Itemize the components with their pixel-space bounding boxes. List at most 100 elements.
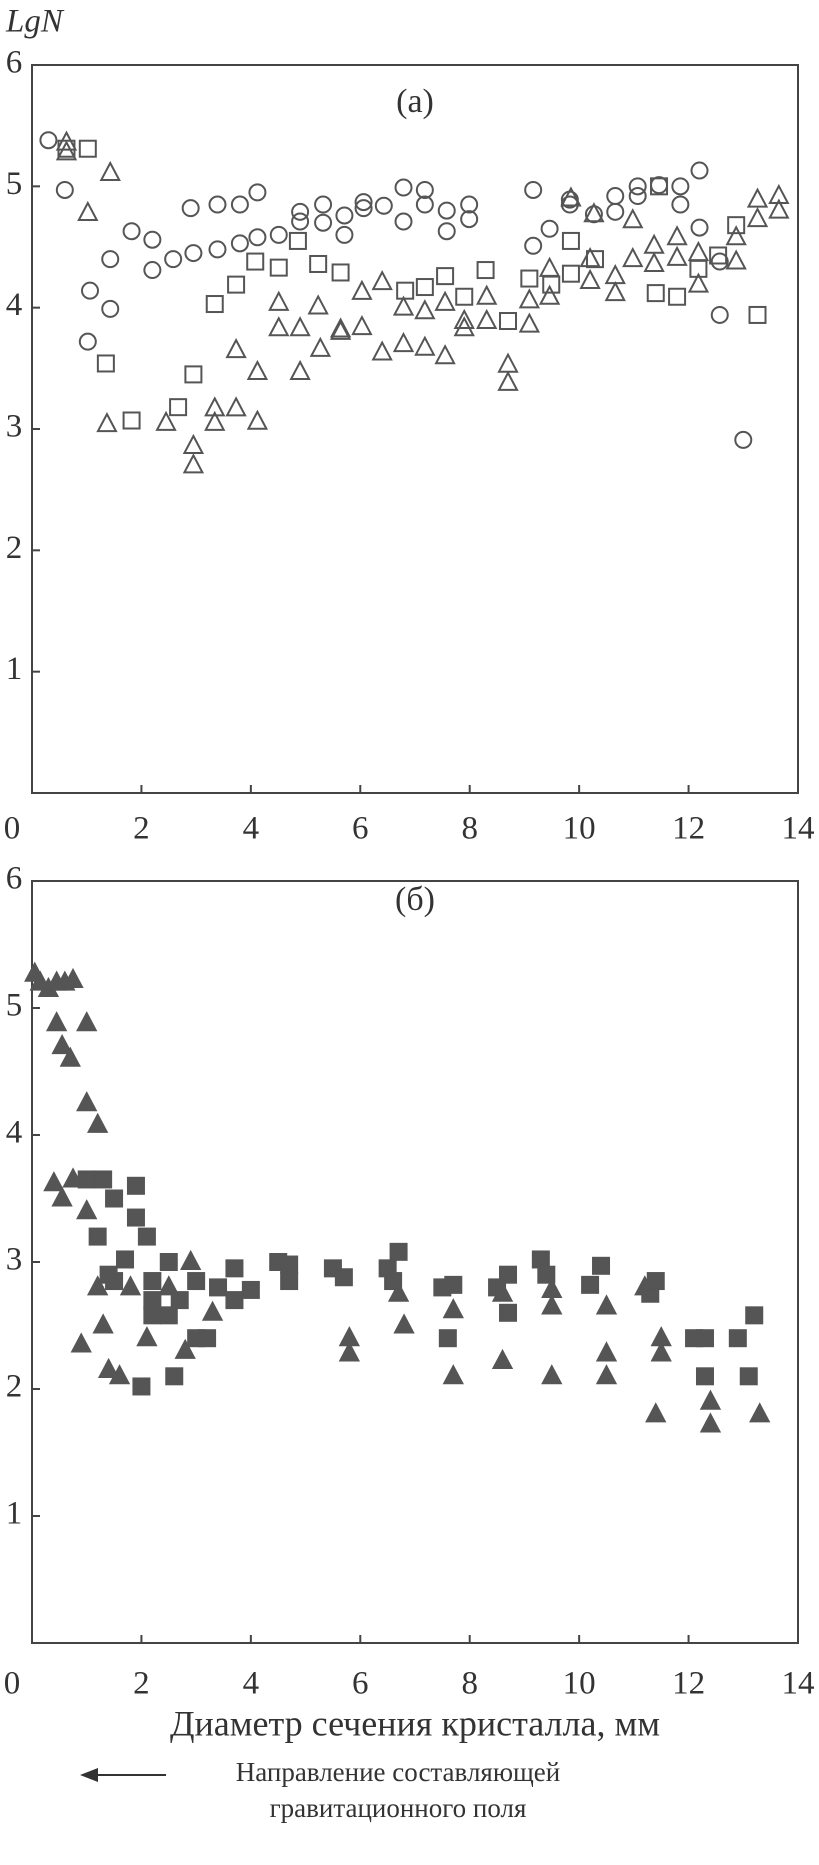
square-point — [169, 398, 188, 417]
triangle-point — [746, 187, 769, 208]
circle-point — [101, 299, 120, 318]
triangle-point — [268, 290, 290, 311]
triangle-point — [392, 331, 415, 353]
circle-point — [314, 195, 333, 214]
triangle-point — [604, 263, 626, 285]
x-tick-label: 0 — [4, 811, 21, 847]
triangle-point — [136, 1326, 158, 1347]
x-tick-label: 14 — [782, 811, 815, 847]
circle-point — [710, 305, 729, 324]
circle-point — [460, 210, 479, 229]
square-point — [96, 354, 115, 373]
circle-point — [78, 332, 97, 351]
circle-point — [354, 199, 373, 218]
circle-point — [460, 195, 479, 214]
triangle-point — [768, 183, 790, 205]
square-point — [288, 231, 307, 250]
triangle-point — [351, 279, 373, 300]
arrow-head — [80, 1768, 98, 1782]
triangle-point — [393, 1313, 415, 1334]
square-point — [499, 1303, 518, 1322]
triangle-point — [108, 1364, 131, 1385]
square-point — [137, 1227, 156, 1246]
triangle-point — [725, 225, 747, 246]
square-point — [94, 1170, 113, 1189]
circle-point — [248, 183, 267, 202]
square-point — [205, 295, 224, 314]
square-point — [438, 1329, 457, 1348]
y-tick-label: 4 — [6, 287, 23, 323]
x-tick-label: 6 — [352, 811, 369, 847]
triangle-point — [86, 1112, 109, 1133]
circle-point — [650, 176, 669, 195]
circle-point — [335, 206, 354, 225]
triangle-point — [645, 1402, 667, 1423]
square-point — [728, 1329, 747, 1348]
square-point — [165, 1367, 184, 1386]
x-tick-label: 8 — [461, 811, 478, 847]
square-point — [225, 1291, 244, 1310]
triangle-point — [595, 1294, 618, 1315]
triangle-point — [55, 140, 78, 161]
triangle-point — [309, 336, 332, 357]
square-point — [170, 1291, 189, 1310]
note-line: Направление составляющей — [236, 1757, 560, 1787]
triangle-point — [182, 433, 205, 454]
square-point — [668, 287, 687, 306]
triangle-point — [622, 246, 644, 268]
triangle-point — [76, 1091, 98, 1112]
panel-label: (а) — [396, 83, 434, 120]
y-tick-label: 3 — [6, 1242, 23, 1278]
triangle-point — [201, 1300, 224, 1321]
triangle-point — [182, 453, 205, 474]
triangle-point — [453, 316, 475, 337]
triangle-point — [329, 317, 352, 338]
triangle-point — [338, 1341, 361, 1362]
square-point — [695, 1329, 714, 1348]
triangle-point — [158, 1275, 180, 1296]
square-point — [227, 275, 246, 294]
square-point — [436, 267, 455, 286]
triangle-point — [541, 1294, 563, 1315]
square-point — [499, 1265, 518, 1284]
square-point — [184, 365, 203, 384]
triangle-point — [180, 1249, 202, 1270]
circle-point — [671, 195, 690, 214]
square-point — [77, 1170, 96, 1189]
triangle-point — [595, 1341, 618, 1362]
circle-point — [374, 196, 393, 215]
square-point — [748, 305, 767, 324]
triangle-point — [476, 308, 498, 330]
square-point — [280, 1255, 299, 1274]
circle-point — [394, 178, 413, 197]
x-tick-label: 10 — [563, 811, 596, 847]
square-point — [122, 411, 141, 430]
x-tick-label: 6 — [352, 1666, 369, 1702]
square-point — [88, 1227, 107, 1246]
circle-point — [671, 177, 690, 196]
square-point — [561, 231, 580, 250]
triangle-point — [560, 186, 582, 207]
circle-point — [291, 212, 310, 231]
triangle-point — [541, 1364, 563, 1385]
square-point — [225, 1259, 244, 1278]
x-tick-label: 12 — [672, 811, 705, 847]
x-tick-label: 12 — [672, 1666, 705, 1702]
triangle-point — [392, 295, 415, 316]
square-point — [331, 263, 350, 282]
triangle-point — [204, 410, 226, 431]
triangle-point — [268, 316, 290, 337]
square-point — [650, 177, 669, 196]
triangle-point — [699, 1389, 722, 1410]
plot-frame — [31, 64, 799, 794]
circle-point — [230, 234, 249, 253]
triangle-point — [246, 409, 269, 430]
triangle-point — [289, 316, 311, 337]
triangle-point — [666, 225, 688, 246]
triangle-point — [76, 1199, 98, 1220]
square-point — [159, 1306, 178, 1325]
triangle-point — [687, 240, 710, 262]
circle-point — [710, 252, 729, 271]
circle-point — [184, 244, 203, 263]
